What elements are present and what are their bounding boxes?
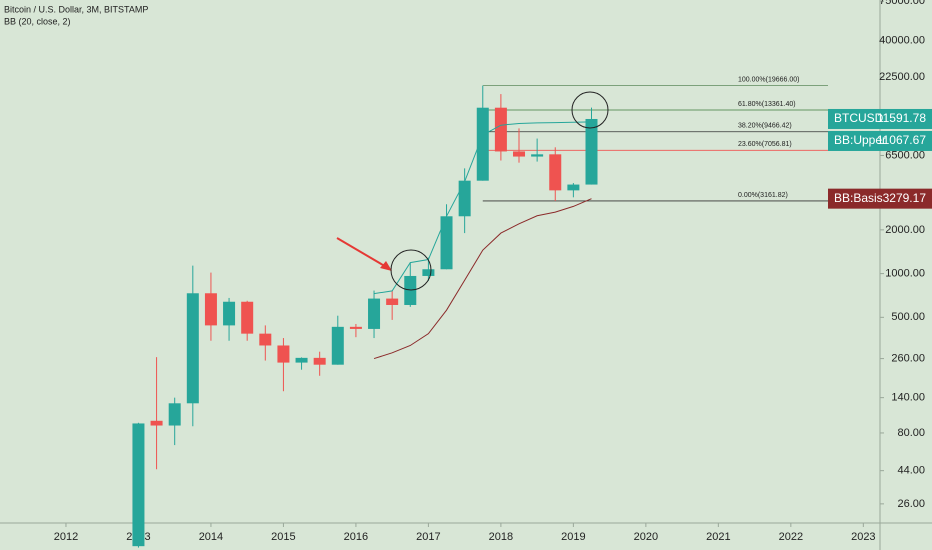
marks: 75000.00 40000.00 22500.00 6500.00 2000.00 10… xyxy=(54,0,932,548)
y-tick-label: 22500.00 xyxy=(879,71,925,83)
candle-body xyxy=(440,216,453,270)
indicator-line xyxy=(373,198,592,360)
candle-body xyxy=(331,326,344,365)
arrow-head xyxy=(380,261,392,271)
circle-annotation xyxy=(571,91,609,129)
y-tick-label: 40000.00 xyxy=(879,35,925,47)
badge-value: 11067.67 xyxy=(877,133,926,147)
y-tick-label: 80.00 xyxy=(897,427,925,439)
x-tick-label: 2023 xyxy=(851,531,875,543)
y-tick-label: 1000.00 xyxy=(885,267,925,279)
candle-body xyxy=(186,293,199,404)
candle-body xyxy=(313,357,326,365)
indicator-title: BB (20, close, 2) xyxy=(4,16,71,26)
candle-body xyxy=(422,269,435,276)
x-tick-label: 2018 xyxy=(489,531,513,543)
y-tick-label: 2000.00 xyxy=(885,224,925,236)
x-tick-label: 2019 xyxy=(561,531,585,543)
candle-body xyxy=(223,301,236,326)
candle-body xyxy=(168,403,181,426)
x-tick-label: 2015 xyxy=(271,531,295,543)
y-tick-label: 26.00 xyxy=(897,498,925,510)
y-tick-label: 44.00 xyxy=(897,465,925,477)
candle-body xyxy=(494,107,507,152)
candle-body xyxy=(150,420,163,426)
x-tick-label: 2021 xyxy=(706,531,730,543)
x-tick-label: 2017 xyxy=(416,531,440,543)
candle-body xyxy=(349,326,362,329)
candle-body xyxy=(204,293,217,326)
badge-name: BTCUSD xyxy=(834,111,884,125)
candle-body xyxy=(277,345,290,363)
candle-body xyxy=(585,118,598,185)
x-tick-label: 2022 xyxy=(779,531,803,543)
price-badge xyxy=(828,188,932,209)
candle-body xyxy=(368,298,381,329)
y-tick-label: 260.00 xyxy=(891,352,925,364)
indicator-line xyxy=(373,121,592,295)
fib-label: 0.00%(3161.82) xyxy=(738,192,788,199)
candle-body xyxy=(241,301,254,334)
candle-body xyxy=(295,357,308,363)
y-tick-label: 500.00 xyxy=(891,311,925,323)
badge-value: 11591.78 xyxy=(877,111,926,125)
fib-label: 38.20%(9466.42) xyxy=(738,123,792,130)
y-tick-label: 6500.00 xyxy=(885,149,925,161)
candle-body xyxy=(386,298,399,305)
chart-title: Bitcoin / U.S. Dollar, 3M, BITSTAMP xyxy=(4,4,148,14)
badge-name: BB:Basis xyxy=(834,191,883,205)
fib-label: 61.80%(13361.40) xyxy=(738,101,796,108)
price-badge xyxy=(828,130,932,151)
arrow xyxy=(336,237,389,269)
candle-body xyxy=(513,151,526,157)
candle-body xyxy=(567,184,580,191)
candle-body xyxy=(476,107,489,181)
price-badge xyxy=(828,108,932,129)
candle-body xyxy=(531,154,544,157)
x-tick-label: 2020 xyxy=(634,531,658,543)
candle-body xyxy=(132,423,145,547)
badge-value: 3279.17 xyxy=(883,191,927,205)
fib-label: 23.60%(7056.81) xyxy=(738,141,792,148)
candle-body xyxy=(549,154,562,191)
x-tick-label: 2012 xyxy=(54,531,78,543)
badge-name: BB:Upper xyxy=(834,133,886,147)
circle-annotation xyxy=(390,249,432,291)
annotations xyxy=(336,91,609,291)
fib-label: 100.00%(19666.00) xyxy=(738,76,800,83)
x-tick-label: 2014 xyxy=(199,531,223,543)
y-tick-label: 75000.00 xyxy=(879,0,925,7)
x-tick-label: 2016 xyxy=(344,531,368,543)
y-tick-label: 140.00 xyxy=(891,392,925,404)
candle-body xyxy=(259,333,272,346)
candle-body xyxy=(458,180,471,217)
